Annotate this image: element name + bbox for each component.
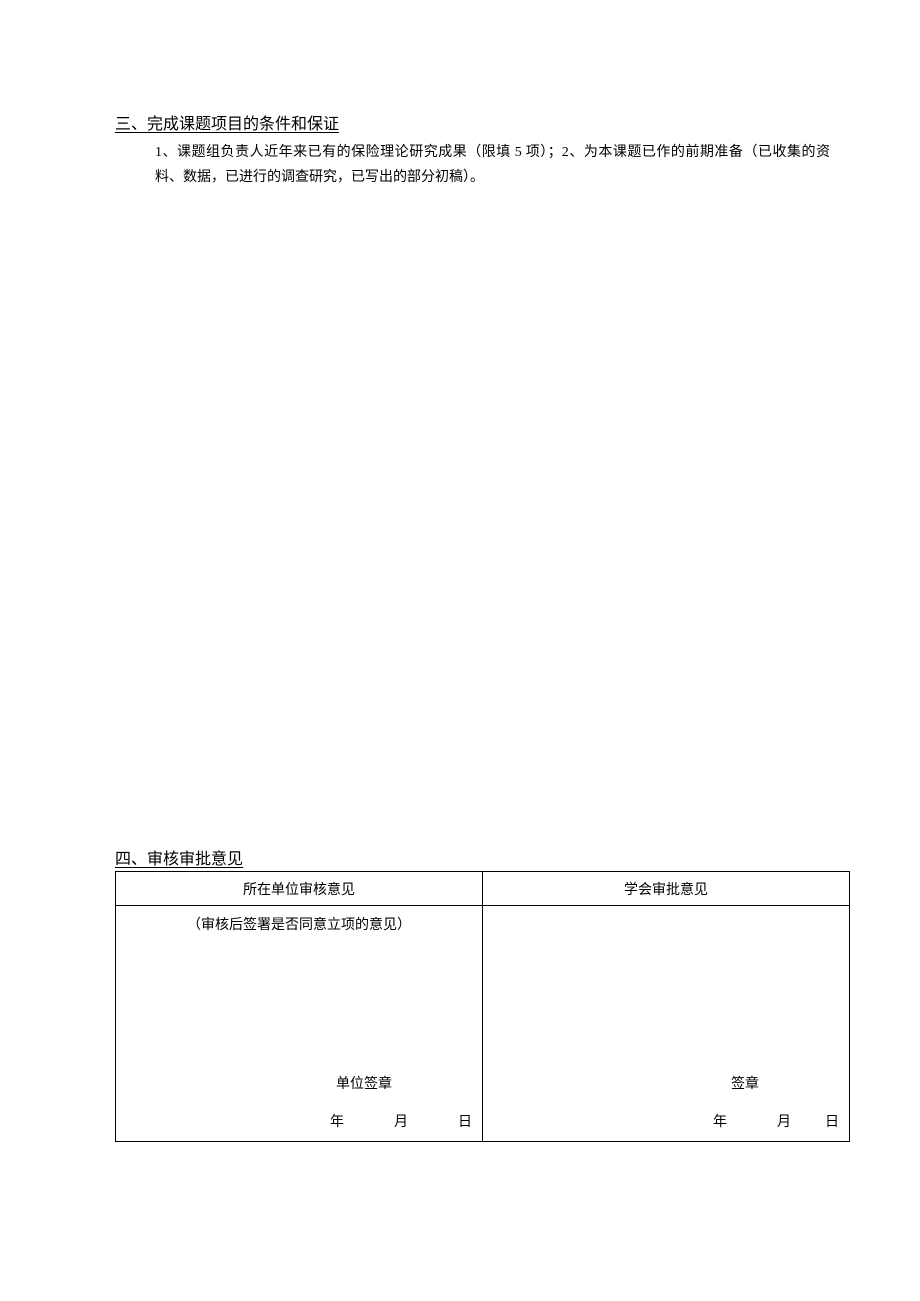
unit-signature-block: 单位签章 年 月 日 [126,1073,472,1131]
unit-review-header: 所在单位审核意见 [116,872,483,906]
date-day-label: 日 [825,1115,839,1130]
association-signature-block: 签章 年 月 日 [493,1073,839,1131]
association-stamp-label: 签章 [493,1073,839,1093]
approval-table: 所在单位审核意见 学会审批意见 （审核后签署是否同意立项的意见） 单位签章 年 月… [115,871,850,1142]
section-3-body: 1、课题组负责人近年来已有的保险理论研究成果（限填 5 项）；2、为本课题已作的… [115,140,850,190]
document-page: 三、完成课题项目的条件和保证 1、课题组负责人近年来已有的保险理论研究成果（限填… [0,0,920,1142]
unit-stamp-label: 单位签章 [126,1073,472,1093]
unit-review-cell: （审核后签署是否同意立项的意见） 单位签章 年 月 日 [116,906,483,1142]
date-year-label: 年 [330,1115,344,1130]
date-month-label: 月 [394,1115,408,1130]
association-approval-header: 学会审批意见 [483,872,850,906]
unit-date-line: 年月日 [126,1111,472,1131]
section-4: 四、审核审批意见 所在单位审核意见 学会审批意见 （审核后签署是否同意立项的意见… [115,845,850,1142]
section-3: 三、完成课题项目的条件和保证 1、课题组负责人近年来已有的保险理论研究成果（限填… [115,110,850,190]
date-day-label: 日 [458,1115,472,1130]
section-4-heading: 四、审核审批意见 [115,845,850,869]
section-3-heading: 三、完成课题项目的条件和保证 [115,110,850,134]
association-approval-cell: 签章 年 月 日 [483,906,850,1142]
table-header-row: 所在单位审核意见 学会审批意见 [116,872,850,906]
date-month-label: 月 [777,1115,791,1130]
review-note: （审核后签署是否同意立项的意见） [126,912,472,934]
date-year-label: 年 [713,1115,727,1130]
table-body-row: （审核后签署是否同意立项的意见） 单位签章 年 月 日 签章 年 月 日 [116,906,850,1142]
association-date-line: 年月日 [493,1111,839,1131]
